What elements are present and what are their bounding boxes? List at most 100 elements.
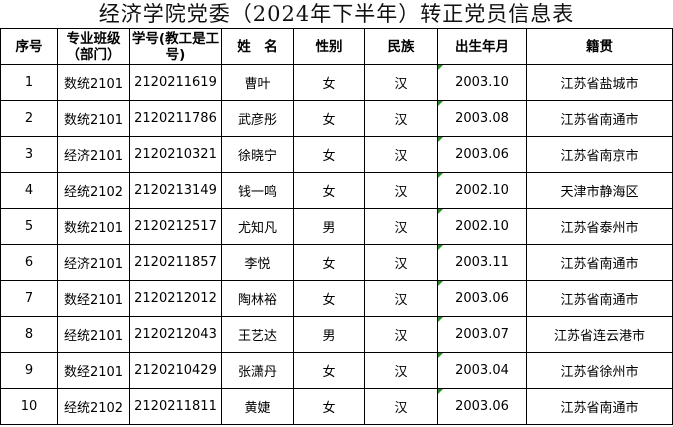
cell-gender[interactable]: 女 xyxy=(293,136,365,173)
cell-class[interactable]: 数统2101 xyxy=(57,100,130,137)
cell-index[interactable]: 2 xyxy=(0,100,58,137)
cell-student-id[interactable]: 2120210321 xyxy=(129,136,222,173)
cell-class[interactable]: 经统2101 xyxy=(57,316,130,353)
cell-gender[interactable]: 女 xyxy=(293,100,365,137)
header-student-id[interactable]: 学号(教工是工号) xyxy=(129,28,222,65)
cell-ethnicity[interactable]: 汉 xyxy=(364,352,438,389)
table-row: 1 数统2101 2120211619 曹叶女汉 2003.10 江苏省盐城市 xyxy=(0,64,673,101)
table-row: 6 经济2101 2120211857 李悦女汉 2003.11 江苏省南通市 xyxy=(0,244,673,281)
cell-index[interactable]: 9 xyxy=(0,352,58,389)
cell-birth-date[interactable]: 2003.11 xyxy=(437,244,527,281)
cell-gender[interactable]: 女 xyxy=(293,64,365,101)
header-ethnicity[interactable]: 民族 xyxy=(364,28,438,65)
cell-class[interactable]: 经统2102 xyxy=(57,388,130,425)
cell-birth-date[interactable]: 2002.10 xyxy=(437,208,527,245)
cell-birth-date[interactable]: 2003.06 xyxy=(437,280,527,317)
cell-class[interactable]: 数经2101 xyxy=(57,352,130,389)
table-row: 10 经统2102 2120211811 黄婕女汉 2003.06 江苏省南通市 xyxy=(0,388,673,425)
cell-ethnicity[interactable]: 汉 xyxy=(364,388,438,425)
cell-class[interactable]: 经统2102 xyxy=(57,172,130,209)
cell-student-id[interactable]: 2120211786 xyxy=(129,100,222,137)
cell-birth-date[interactable]: 2003.06 xyxy=(437,136,527,173)
table-row: 8 经统2101 2120212043 王艺达男汉 2003.07 江苏省连云港市 xyxy=(0,316,673,353)
cell-gender[interactable]: 男 xyxy=(293,316,365,353)
cell-native-place[interactable]: 江苏省盐城市 xyxy=(526,64,673,101)
member-table: 序号 专业班级（部门） 学号(教工是工号) 姓 名性别 民族 出生年月 籍贯 1 数统2101… xyxy=(0,28,673,425)
cell-name[interactable]: 武彦彤 xyxy=(221,100,294,137)
table-row: 5 数统2101 2120212517 尤知凡男汉 2002.10 江苏省泰州市 xyxy=(0,208,673,245)
cell-native-place[interactable]: 江苏省南通市 xyxy=(526,100,673,137)
cell-native-place[interactable]: 江苏省徐州市 xyxy=(526,352,673,389)
cell-name[interactable]: 王艺达 xyxy=(221,316,294,353)
header-birth-date[interactable]: 出生年月 xyxy=(437,28,527,65)
cell-birth-date[interactable]: 2002.10 xyxy=(437,172,527,209)
cell-student-id[interactable]: 2120211857 xyxy=(129,244,222,281)
cell-student-id[interactable]: 2120212012 xyxy=(129,280,222,317)
header-row: 序号 专业班级（部门） 学号(教工是工号) 姓 名性别 民族 出生年月 籍贯 xyxy=(0,28,673,65)
cell-student-id[interactable]: 2120210429 xyxy=(129,352,222,389)
cell-name[interactable]: 张潇丹 xyxy=(221,352,294,389)
cell-gender[interactable]: 女 xyxy=(293,280,365,317)
header-class[interactable]: 专业班级（部门） xyxy=(57,28,130,65)
cell-native-place[interactable]: 江苏省南通市 xyxy=(526,244,673,281)
cell-ethnicity[interactable]: 汉 xyxy=(364,244,438,281)
cell-class[interactable]: 数统2101 xyxy=(57,208,130,245)
cell-birth-date[interactable]: 2003.06 xyxy=(437,388,527,425)
cell-native-place[interactable]: 江苏省南通市 xyxy=(526,388,673,425)
cell-name[interactable]: 李悦 xyxy=(221,244,294,281)
cell-native-place[interactable]: 江苏省连云港市 xyxy=(526,316,673,353)
cell-birth-date[interactable]: 2003.10 xyxy=(437,64,527,101)
cell-name[interactable]: 曹叶 xyxy=(221,64,294,101)
cell-name[interactable]: 尤知凡 xyxy=(221,208,294,245)
cell-birth-date[interactable]: 2003.04 xyxy=(437,352,527,389)
cell-native-place[interactable]: 天津市静海区 xyxy=(526,172,673,209)
cell-student-id[interactable]: 2120212043 xyxy=(129,316,222,353)
cell-index[interactable]: 4 xyxy=(0,172,58,209)
cell-index[interactable]: 5 xyxy=(0,208,58,245)
cell-ethnicity[interactable]: 汉 xyxy=(364,100,438,137)
page-title: 经济学院党委（2024年下半年）转正党员信息表 xyxy=(98,2,575,26)
cell-name[interactable]: 黄婕 xyxy=(221,388,294,425)
header-name[interactable]: 姓 名 xyxy=(221,28,294,65)
cell-ethnicity[interactable]: 汉 xyxy=(364,64,438,101)
cell-native-place[interactable]: 江苏省南通市 xyxy=(526,280,673,317)
cell-native-place[interactable]: 江苏省南京市 xyxy=(526,136,673,173)
cell-birth-date[interactable]: 2003.08 xyxy=(437,100,527,137)
cell-gender[interactable]: 女 xyxy=(293,352,365,389)
table-row: 4 经统2102 2120213149 钱一鸣女汉 2002.10 天津市静海区 xyxy=(0,172,673,209)
cell-class[interactable]: 经济2101 xyxy=(57,244,130,281)
cell-index[interactable]: 3 xyxy=(0,136,58,173)
cell-name[interactable]: 徐晓宁 xyxy=(221,136,294,173)
table-row: 7 数经2101 2120212012 陶林裕女汉 2003.06 江苏省南通市 xyxy=(0,280,673,317)
cell-birth-date[interactable]: 2003.07 xyxy=(437,316,527,353)
cell-index[interactable]: 7 xyxy=(0,280,58,317)
cell-student-id[interactable]: 2120211811 xyxy=(129,388,222,425)
cell-student-id[interactable]: 2120212517 xyxy=(129,208,222,245)
cell-index[interactable]: 6 xyxy=(0,244,58,281)
cell-index[interactable]: 1 xyxy=(0,64,58,101)
cell-name[interactable]: 陶林裕 xyxy=(221,280,294,317)
cell-ethnicity[interactable]: 汉 xyxy=(364,172,438,209)
cell-name[interactable]: 钱一鸣 xyxy=(221,172,294,209)
cell-index[interactable]: 8 xyxy=(0,316,58,353)
cell-gender[interactable]: 女 xyxy=(293,388,365,425)
cell-student-id[interactable]: 2120213149 xyxy=(129,172,222,209)
header-native-place[interactable]: 籍贯 xyxy=(526,28,673,65)
header-gender[interactable]: 性别 xyxy=(293,28,365,65)
cell-ethnicity[interactable]: 汉 xyxy=(364,208,438,245)
cell-ethnicity[interactable]: 汉 xyxy=(364,136,438,173)
cell-index[interactable]: 10 xyxy=(0,388,58,425)
cell-student-id[interactable]: 2120211619 xyxy=(129,64,222,101)
cell-ethnicity[interactable]: 汉 xyxy=(364,316,438,353)
cell-native-place[interactable]: 江苏省泰州市 xyxy=(526,208,673,245)
cell-gender[interactable]: 女 xyxy=(293,172,365,209)
cell-class[interactable]: 经济2101 xyxy=(57,136,130,173)
header-index[interactable]: 序号 xyxy=(0,28,58,65)
table-row: 3 经济2101 2120210321 徐晓宁女汉 2003.06 江苏省南京市 xyxy=(0,136,673,173)
cell-gender[interactable]: 男 xyxy=(293,208,365,245)
cell-ethnicity[interactable]: 汉 xyxy=(364,280,438,317)
table-row: 2 数统2101 2120211786 武彦彤女汉 2003.08 江苏省南通市 xyxy=(0,100,673,137)
cell-class[interactable]: 数经2101 xyxy=(57,280,130,317)
cell-gender[interactable]: 女 xyxy=(293,244,365,281)
cell-class[interactable]: 数统2101 xyxy=(57,64,130,101)
